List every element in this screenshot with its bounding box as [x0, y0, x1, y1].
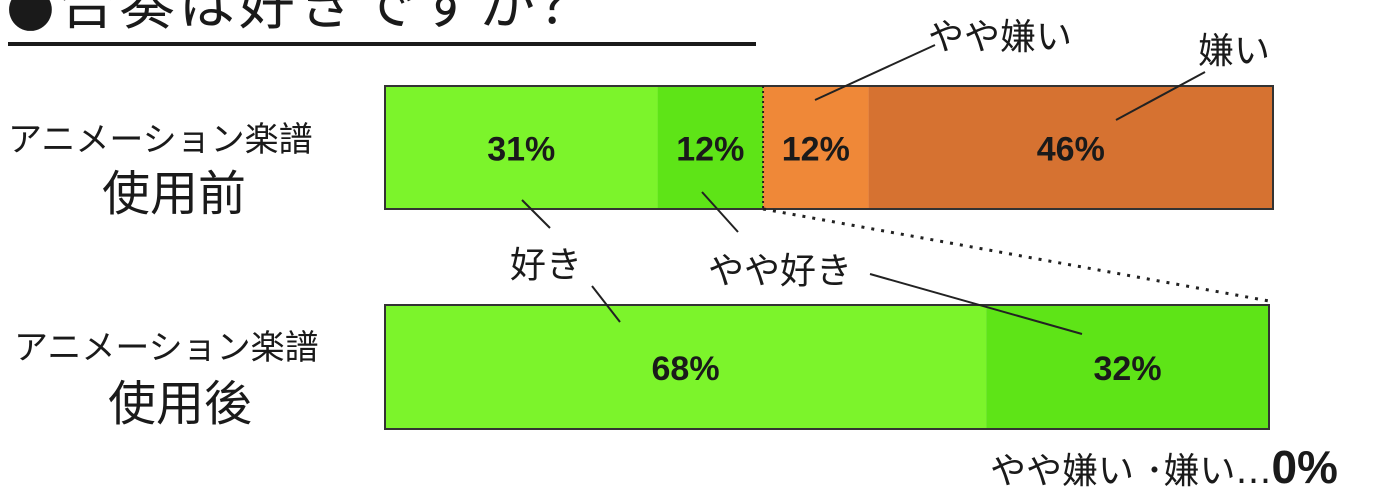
bar-segment-0-0 — [385, 86, 658, 209]
row-label-after-main: 使用後 — [108, 376, 253, 432]
annotation-like: 好き — [510, 245, 583, 286]
bar-outline-0 — [384, 85, 1274, 210]
title-underline — [8, 42, 756, 46]
annotation-dislike: 嫌い — [1198, 31, 1271, 72]
bar-segment-0-1 — [657, 86, 764, 209]
bar-segment-1-0 — [385, 305, 987, 429]
data-label-0-2: 12% — [782, 131, 850, 169]
footnote-value: 0% — [1271, 441, 1338, 493]
footnote-text: やや嫌い ･嫌い… — [990, 451, 1272, 492]
leader-like-after — [591, 285, 621, 323]
row-label-after-top: アニメーション楽譜 — [14, 328, 319, 368]
leader-dislike — [1115, 71, 1206, 121]
data-label-1-1: 32% — [1094, 350, 1162, 388]
bar-segment-0-2 — [763, 86, 869, 209]
annotation-somewhat-dislike: やや嫌い — [928, 17, 1073, 58]
bar-segment-1-1 — [986, 305, 1269, 429]
leader-somewhat-dislike — [814, 44, 936, 101]
row-label-before-main: 使用前 — [102, 166, 247, 222]
data-label-0-1: 12% — [676, 131, 744, 169]
chart-title: ●合奏は好きですか？ — [6, 0, 599, 38]
data-label-0-0: 31% — [487, 131, 555, 169]
leader-somewhat-like — [701, 191, 739, 233]
annotation-somewhat-like: やや好き — [708, 251, 853, 292]
data-label-1-0: 68% — [652, 350, 720, 388]
bar-outline-1 — [384, 304, 1270, 430]
data-label-0-3: 46% — [1037, 131, 1105, 169]
row-label-before-top: アニメーション楽譜 — [8, 120, 313, 160]
bar-segment-0-3 — [868, 86, 1273, 209]
footnote: やや嫌い ･嫌い…0% — [990, 440, 1338, 494]
leader-like — [521, 199, 551, 229]
leader-somewhat-like-after — [869, 273, 1083, 335]
